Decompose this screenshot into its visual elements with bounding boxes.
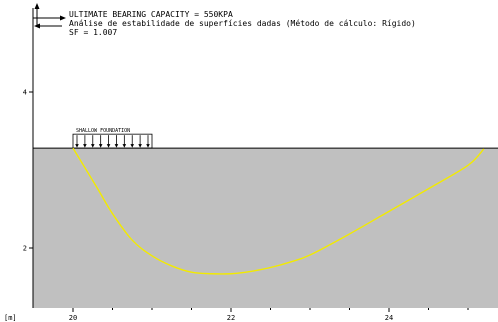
shallow-foundation — [72, 133, 153, 149]
load-arrow-head — [90, 144, 95, 148]
x-tick-label: 22 — [227, 314, 235, 322]
foundation-outline — [72, 133, 153, 149]
y-tick-label: 2 — [23, 245, 27, 253]
x-tick-label: 24 — [385, 314, 393, 322]
header-line-1: ULTIMATE BEARING CAPACITY = 550KPA — [69, 10, 233, 19]
load-arrow-head — [122, 144, 127, 148]
soil-body — [33, 148, 498, 308]
load-arrow-head — [98, 144, 103, 148]
right-arrow-head — [60, 15, 66, 21]
y-axis-ticks: 24 — [23, 89, 33, 253]
load-arrow-head — [130, 144, 135, 148]
foundation-label: SHALLOW FOUNDATION — [76, 128, 130, 134]
header-line-3: SF = 1.007 — [69, 28, 117, 37]
slip-surface-line — [72, 147, 485, 275]
load-arrow-head — [138, 144, 142, 148]
load-arrow-head — [146, 144, 150, 148]
axis-direction-arrows — [33, 3, 66, 29]
load-arrow-head — [83, 144, 87, 148]
load-arrow-head — [114, 144, 119, 148]
y-tick-label: 4 — [23, 89, 27, 97]
x-axis-ticks: 20 22 24 — [69, 308, 469, 322]
load-arrow-head — [75, 144, 79, 148]
left-arrow-head — [34, 23, 40, 29]
x-tick-label: 20 — [69, 314, 77, 322]
load-arrow-head — [106, 144, 111, 148]
x-unit-label: [m] — [4, 314, 17, 322]
up-arrow-head — [34, 3, 40, 9]
header-line-2: Análise de estabilidade de superfícies d… — [69, 18, 416, 28]
